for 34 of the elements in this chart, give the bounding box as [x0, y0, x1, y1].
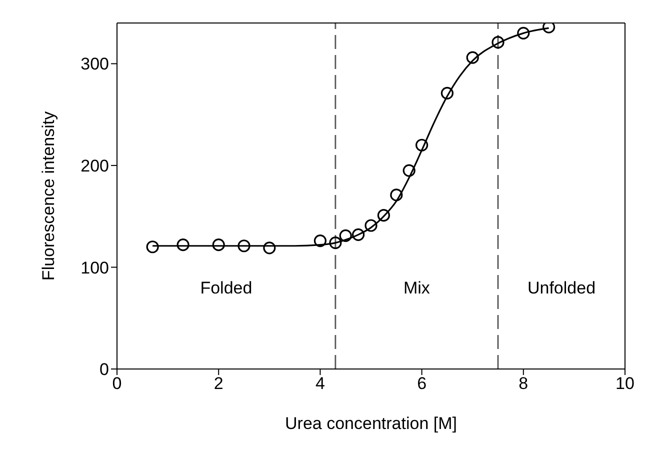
- x-tick-label: 10: [616, 374, 634, 394]
- point: [377, 209, 390, 222]
- point: [364, 219, 378, 232]
- x-tick-label: 8: [518, 374, 528, 394]
- point: [352, 228, 365, 241]
- point: [517, 26, 530, 40]
- point: [238, 240, 250, 252]
- x-tick-label: 2: [214, 374, 224, 394]
- annotation: Folded: [200, 278, 252, 298]
- point: [176, 238, 190, 252]
- point: [466, 51, 479, 64]
- point: [146, 240, 159, 254]
- point: [492, 36, 504, 49]
- point: [339, 229, 352, 242]
- point: [402, 164, 416, 177]
- point: [314, 234, 326, 248]
- point: [329, 236, 342, 250]
- x-tick-label: 6: [417, 374, 427, 394]
- y-tick-label: 200: [80, 156, 109, 176]
- y-tick-label: 300: [80, 54, 109, 74]
- x-tick-label: 0: [112, 374, 122, 394]
- x-axis-title: Urea concentration [M]: [285, 414, 457, 433]
- point: [263, 242, 276, 254]
- annotation: Mix: [403, 278, 430, 298]
- y-tick-label: 0: [100, 360, 109, 380]
- y-tick-label: 100: [80, 258, 109, 278]
- y-axis-title: Fluorescence intensity: [39, 110, 58, 281]
- point: [440, 86, 454, 100]
- x-tick-label: 4: [315, 374, 325, 394]
- point: [416, 138, 428, 152]
- point: [390, 188, 403, 202]
- annotation: Unfolded: [527, 278, 596, 298]
- point: [542, 23, 556, 34]
- point: [212, 238, 225, 252]
